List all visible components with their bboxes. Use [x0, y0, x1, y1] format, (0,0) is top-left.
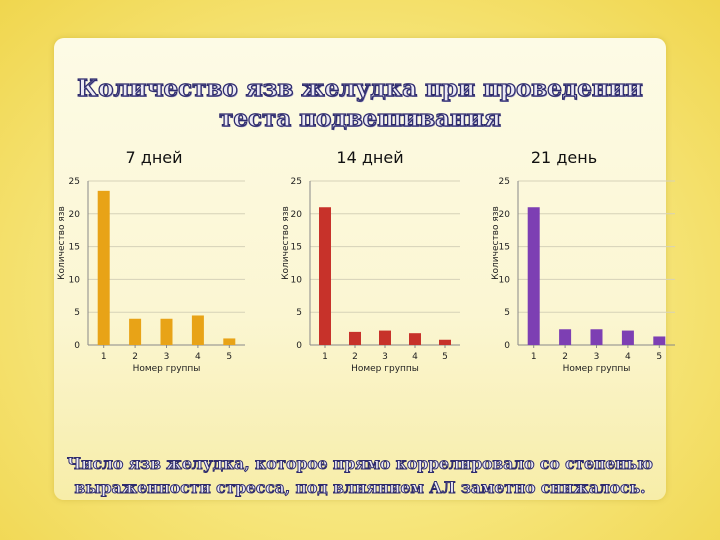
x-tick-label: 4: [412, 352, 418, 362]
x-tick-label: 5: [442, 352, 448, 362]
x-tick-label: 5: [656, 352, 662, 362]
x-axis-label: Номер группы: [563, 364, 631, 374]
bar: [590, 329, 603, 345]
bar: [319, 207, 331, 345]
y-tick-label: 0: [504, 341, 510, 351]
y-tick-label: 20: [291, 210, 303, 220]
y-tick-label: 25: [291, 177, 302, 187]
x-tick-label: 1: [101, 352, 107, 362]
x-tick-label: 3: [164, 352, 170, 362]
y-tick-label: 25: [69, 177, 80, 187]
x-tick-label: 2: [352, 352, 358, 362]
x-tick-label: 1: [531, 352, 537, 362]
page-title: Количество язв желудка при проведении те…: [77, 74, 644, 132]
bar: [97, 190, 110, 345]
bar: [653, 336, 666, 345]
conclusion-text: Число язв желудка, которое прямо коррели…: [67, 454, 654, 498]
bar: [129, 318, 142, 345]
bar: [223, 338, 236, 345]
content-panel: [54, 38, 666, 500]
bar: [160, 318, 173, 345]
x-tick-label: 3: [594, 352, 600, 362]
y-tick-label: 5: [504, 308, 510, 318]
x-tick-label: 3: [382, 352, 388, 362]
chart-title-21-days: 21 день: [530, 148, 598, 167]
x-axis-label: Номер группы: [133, 364, 201, 374]
chart-title-7-days: 7 дней: [125, 148, 183, 167]
bar: [559, 329, 572, 345]
x-tick-label: 4: [195, 352, 201, 362]
bar: [379, 330, 391, 345]
y-tick-label: 20: [69, 210, 81, 220]
bar: [349, 331, 361, 345]
x-tick-label: 4: [625, 352, 631, 362]
x-tick-label: 1: [322, 352, 328, 362]
y-tick-label: 10: [291, 275, 303, 285]
y-tick-label: 20: [499, 210, 511, 220]
bar: [191, 315, 204, 345]
y-tick-label: 0: [296, 341, 302, 351]
y-tick-label: 15: [499, 243, 510, 253]
x-axis-label: Номер группы: [351, 364, 419, 374]
y-tick-label: 15: [69, 243, 80, 253]
y-axis-label: Количество язв: [57, 206, 67, 280]
y-axis-label: Количество язв: [281, 206, 291, 280]
bar: [439, 339, 451, 345]
chart-title-14-days: 14 дней: [336, 148, 404, 167]
y-tick-label: 10: [499, 275, 511, 285]
y-tick-label: 25: [499, 177, 510, 187]
x-tick-label: 2: [562, 352, 568, 362]
y-tick-label: 0: [74, 341, 80, 351]
bar: [527, 207, 540, 345]
y-tick-label: 10: [69, 275, 81, 285]
bar: [409, 333, 421, 345]
y-tick-label: 15: [291, 243, 302, 253]
bar: [621, 330, 634, 345]
y-tick-label: 5: [296, 308, 302, 318]
x-tick-label: 5: [226, 352, 232, 362]
y-axis-label: Количество язв: [491, 206, 501, 280]
x-tick-label: 2: [132, 352, 138, 362]
y-tick-label: 5: [74, 308, 80, 318]
